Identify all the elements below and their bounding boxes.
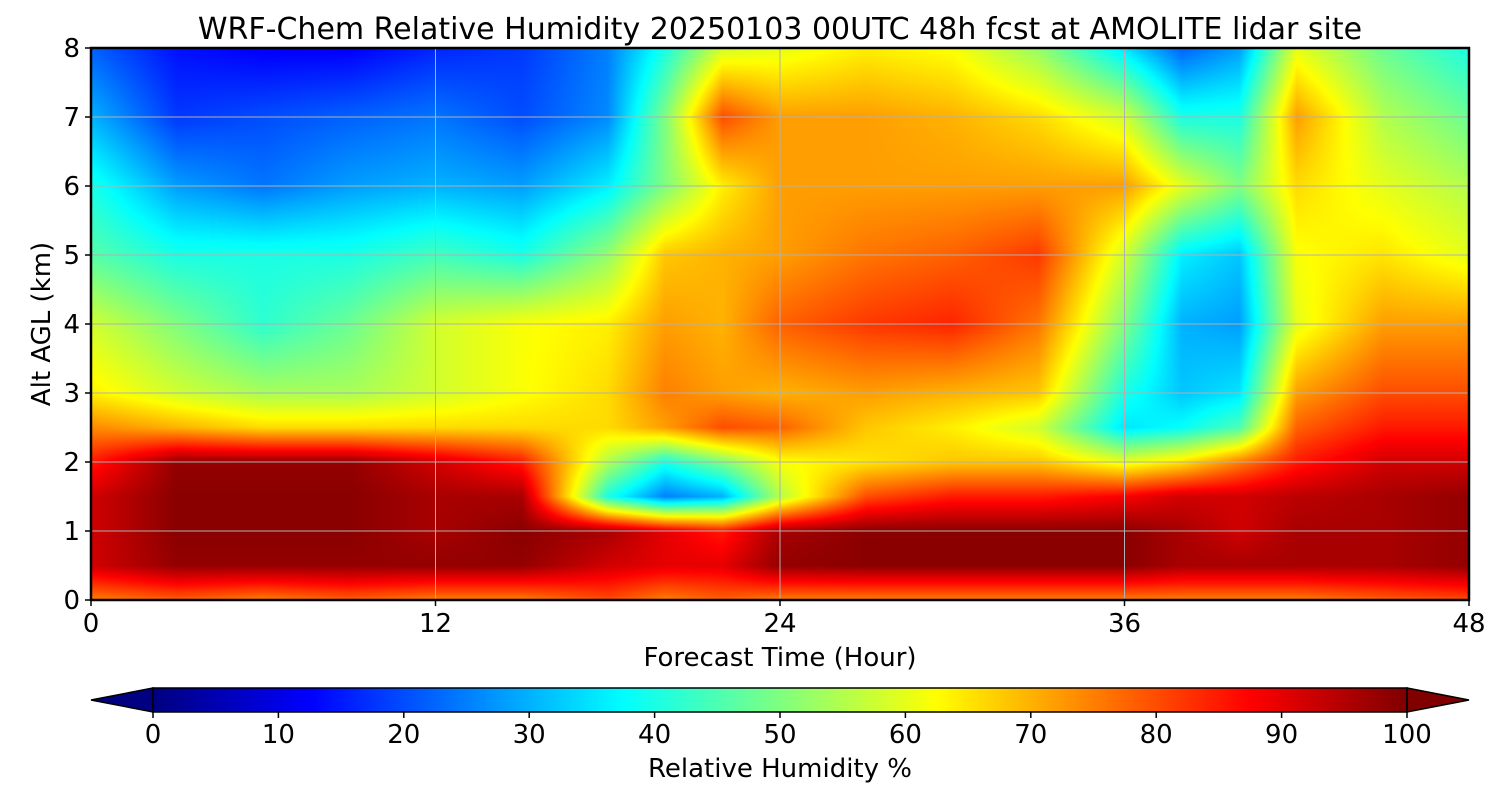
y-tick-label: 0 bbox=[63, 586, 80, 616]
x-axis-ticks: 0 12 24 36 48 bbox=[83, 600, 1486, 639]
y-tick-label: 5 bbox=[63, 241, 80, 271]
chart-title: WRF-Chem Relative Humidity 20250103 00UT… bbox=[198, 12, 1362, 47]
grid-lines bbox=[90, 47, 1470, 601]
x-tick-label: 36 bbox=[1108, 609, 1141, 639]
y-tick-label: 6 bbox=[63, 172, 80, 202]
colorbar-tick-label: 70 bbox=[1014, 720, 1047, 750]
colorbar-tick-label: 30 bbox=[513, 720, 546, 750]
colorbar-tick-label: 40 bbox=[638, 720, 671, 750]
y-axis-label: Alt AGL (km) bbox=[27, 242, 57, 406]
colorbar-tick-label: 90 bbox=[1265, 720, 1298, 750]
x-axis-label: Forecast Time (Hour) bbox=[643, 643, 916, 673]
colorbar-label: Relative Humidity % bbox=[648, 754, 912, 784]
x-tick-label: 12 bbox=[419, 609, 452, 639]
y-tick-label: 7 bbox=[63, 103, 80, 133]
y-tick-label: 3 bbox=[63, 379, 80, 409]
plot-frame bbox=[89, 46, 1471, 602]
colorbar-tick-label: 10 bbox=[262, 720, 295, 750]
colorbar-frame bbox=[152, 687, 1408, 713]
colorbar: 0 10 20 30 40 50 60 70 80 90 100 bbox=[90, 687, 1470, 750]
colorbar-tick-label: 50 bbox=[763, 720, 796, 750]
y-tick-label: 1 bbox=[63, 517, 80, 547]
colorbar-extend-high bbox=[1406, 687, 1470, 713]
y-axis-ticks: 0 1 2 3 4 5 6 7 8 bbox=[63, 34, 91, 616]
colorbar-gradient bbox=[153, 688, 1407, 712]
colorbar-tick-label: 100 bbox=[1382, 720, 1432, 750]
y-tick-label: 4 bbox=[63, 310, 80, 340]
y-tick-label: 8 bbox=[63, 34, 80, 64]
y-tick-label: 2 bbox=[63, 448, 80, 478]
x-tick-label: 0 bbox=[83, 609, 100, 639]
colorbar-tick-label: 80 bbox=[1140, 720, 1173, 750]
colorbar-tick-label: 0 bbox=[145, 720, 162, 750]
colorbar-tick-label: 60 bbox=[889, 720, 922, 750]
colorbar-tick-label: 20 bbox=[387, 720, 420, 750]
x-tick-label: 48 bbox=[1452, 609, 1485, 639]
x-tick-label: 24 bbox=[763, 609, 796, 639]
colorbar-extend-low bbox=[90, 687, 154, 713]
